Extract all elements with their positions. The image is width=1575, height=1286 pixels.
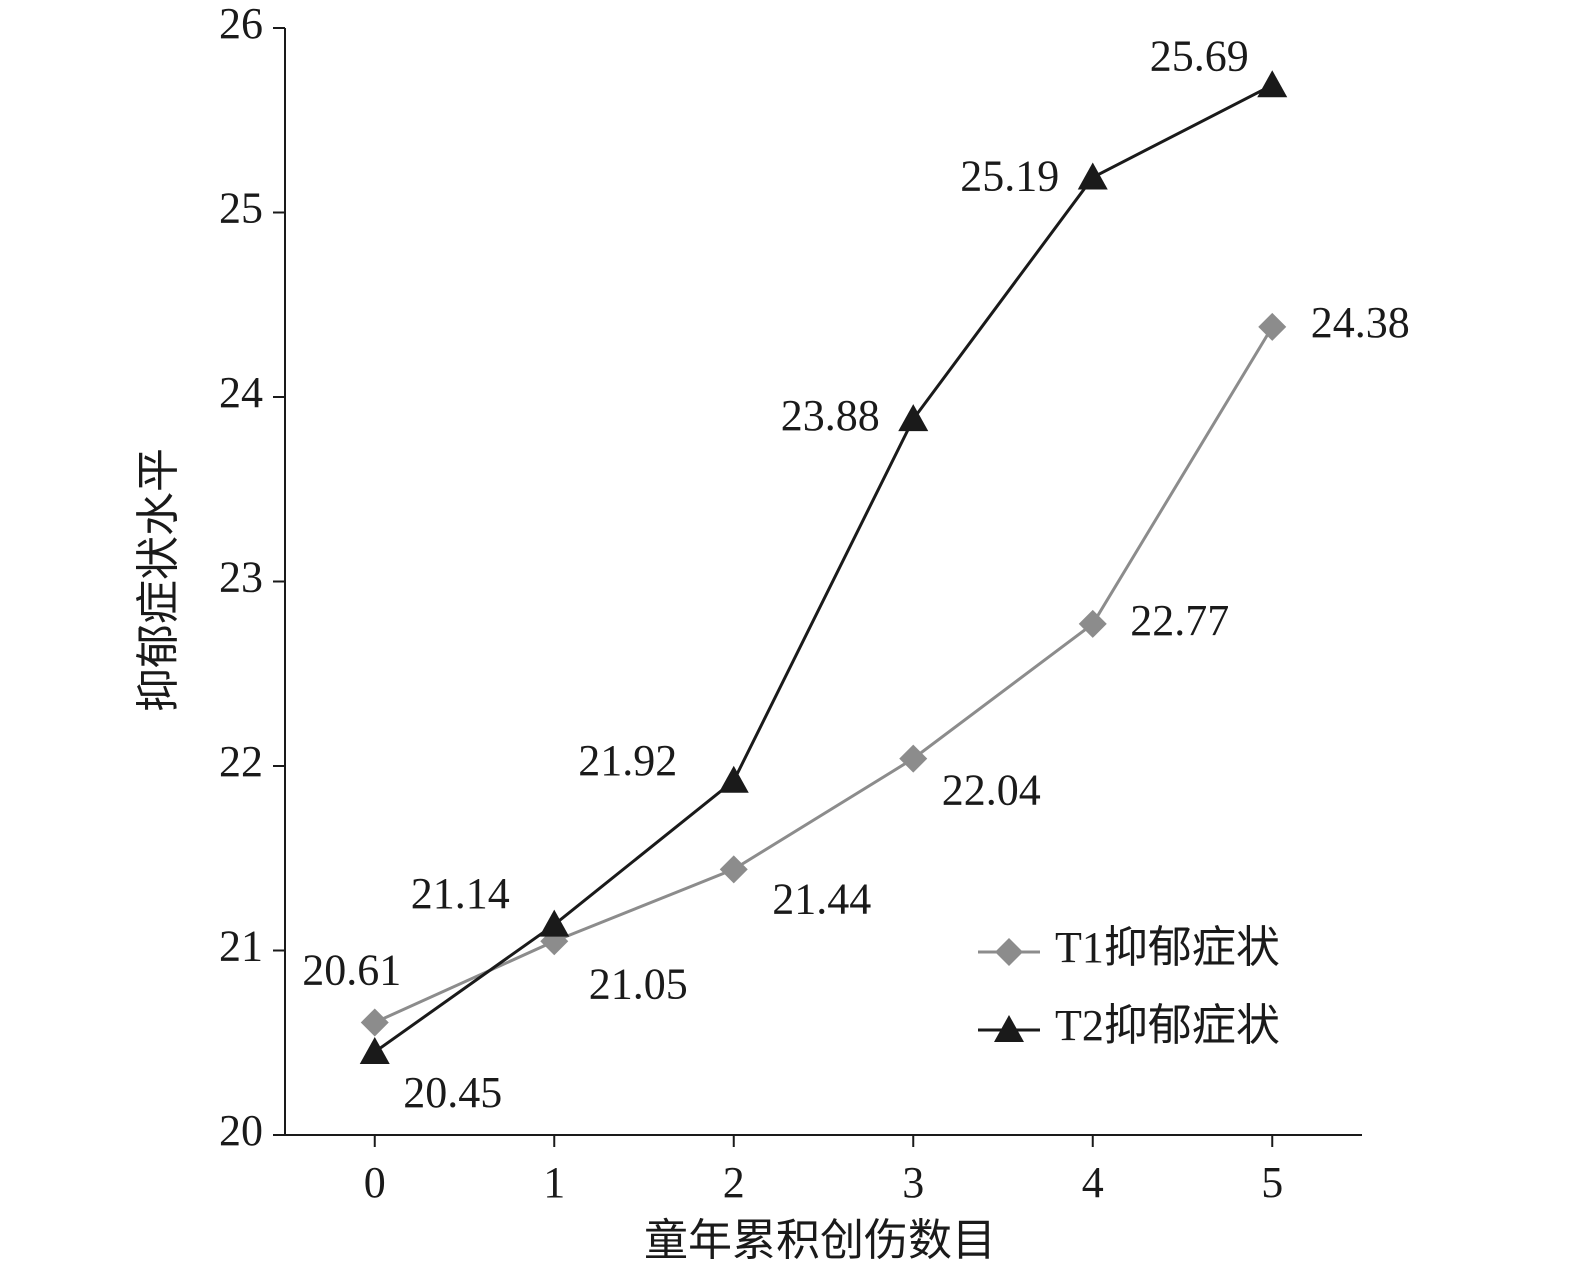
marker: [539, 909, 570, 937]
data-label: 20.45: [403, 1068, 502, 1117]
data-label: 22.77: [1130, 596, 1229, 645]
data-label: 21.92: [578, 736, 677, 785]
marker: [718, 765, 749, 793]
x-tick-label: 3: [902, 1158, 924, 1207]
y-tick-label: 25: [219, 184, 263, 233]
marker: [1257, 70, 1288, 98]
y-tick-label: 22: [219, 737, 263, 786]
marker: [1077, 162, 1108, 190]
series-line: [374, 326, 1274, 1024]
data-label: 25.69: [1150, 31, 1249, 80]
y-tick-label: 21: [219, 922, 263, 971]
x-tick-label: 2: [723, 1158, 745, 1207]
marker: [1078, 609, 1107, 638]
y-tick-label: 20: [219, 1106, 263, 1155]
legend-label: T1抑郁症状: [1055, 923, 1280, 972]
marker: [898, 404, 929, 432]
y-axis-title: 抑郁症状水平: [134, 448, 183, 712]
x-tick-label: 1: [543, 1158, 565, 1207]
marker: [1258, 312, 1287, 341]
y-tick-label: 23: [219, 553, 263, 602]
series-line: [373, 83, 1273, 1054]
x-tick-label: 4: [1082, 1158, 1104, 1207]
marker: [360, 1008, 389, 1037]
data-label: 24.38: [1311, 298, 1410, 347]
y-tick-label: 26: [219, 0, 263, 48]
marker: [359, 1036, 390, 1064]
data-label: 21.05: [589, 959, 688, 1008]
marker: [994, 1015, 1024, 1042]
legend-label: T2抑郁症状: [1055, 1001, 1280, 1050]
marker: [995, 938, 1023, 966]
x-axis-title: 童年累积创伤数目: [644, 1216, 996, 1265]
data-label: 21.14: [411, 869, 510, 918]
marker: [899, 744, 928, 773]
y-tick-label: 24: [219, 368, 263, 417]
data-label: 25.19: [960, 152, 1059, 201]
x-tick-label: 0: [364, 1158, 386, 1207]
data-label: 20.61: [302, 946, 401, 995]
data-label: 21.44: [772, 874, 871, 923]
x-tick-label: 5: [1261, 1158, 1283, 1207]
data-label: 22.04: [942, 766, 1041, 815]
marker: [719, 855, 748, 884]
data-label: 23.88: [781, 391, 880, 440]
